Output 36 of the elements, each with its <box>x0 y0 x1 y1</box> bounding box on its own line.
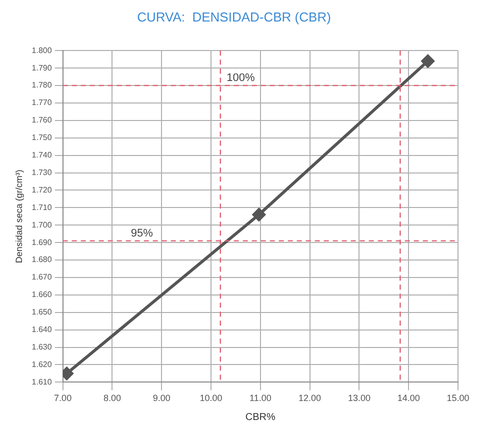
x-tick-label: 7.00 <box>54 393 72 404</box>
y-tick-label: 1.800 <box>32 46 52 55</box>
y-tick-label: 1.710 <box>32 202 52 212</box>
annotation: 95% <box>130 227 154 240</box>
x-tick-label: 15.00 <box>446 393 470 404</box>
y-tick-label: 1.650 <box>32 308 52 317</box>
y-tick-label: 1.690 <box>32 238 52 247</box>
x-tick-label: 13.00 <box>348 393 370 404</box>
x-tick-label: 11.00 <box>249 393 272 404</box>
y-tick-label: 1.610 <box>32 377 52 386</box>
chart-title: CURVA: DENSIDAD-CBR (CBR) <box>137 9 331 24</box>
y-axis-title: Densidad seca (gr/cm³) <box>14 170 24 264</box>
y-tick-label: 1.790 <box>32 63 52 72</box>
annotation: 100% <box>226 72 255 84</box>
y-tick-label: 1.730 <box>32 168 52 177</box>
y-tick-label: 1.720 <box>32 185 52 194</box>
y-tick-label: 1.740 <box>32 150 52 160</box>
y-tick-label: 1.750 <box>32 133 52 142</box>
point <box>421 54 434 68</box>
x-tick-label: 14.00 <box>397 393 420 404</box>
y-tick-label: 1.700 <box>32 220 52 230</box>
y-tick-label: 1.630 <box>32 342 52 352</box>
x-tick-label: 8.00 <box>103 393 121 404</box>
x-tick-label: 12.00 <box>298 393 322 404</box>
point <box>252 208 266 222</box>
y-tick-label: 1.640 <box>32 325 52 334</box>
x-tick-label: 9.00 <box>152 393 170 404</box>
x-tick-label: 10.00 <box>200 393 222 404</box>
y-tick-label: 1.780 <box>32 80 52 90</box>
y-tick-label: 1.680 <box>32 255 52 264</box>
y-tick-label: 1.770 <box>32 98 52 108</box>
y-tick-label: 1.670 <box>32 272 52 282</box>
y-tick-label: 1.760 <box>32 116 52 125</box>
x-axis-title: CBR% <box>245 412 276 423</box>
y-tick-label: 1.660 <box>32 290 52 300</box>
y-tick-label: 1.620 <box>32 360 52 369</box>
